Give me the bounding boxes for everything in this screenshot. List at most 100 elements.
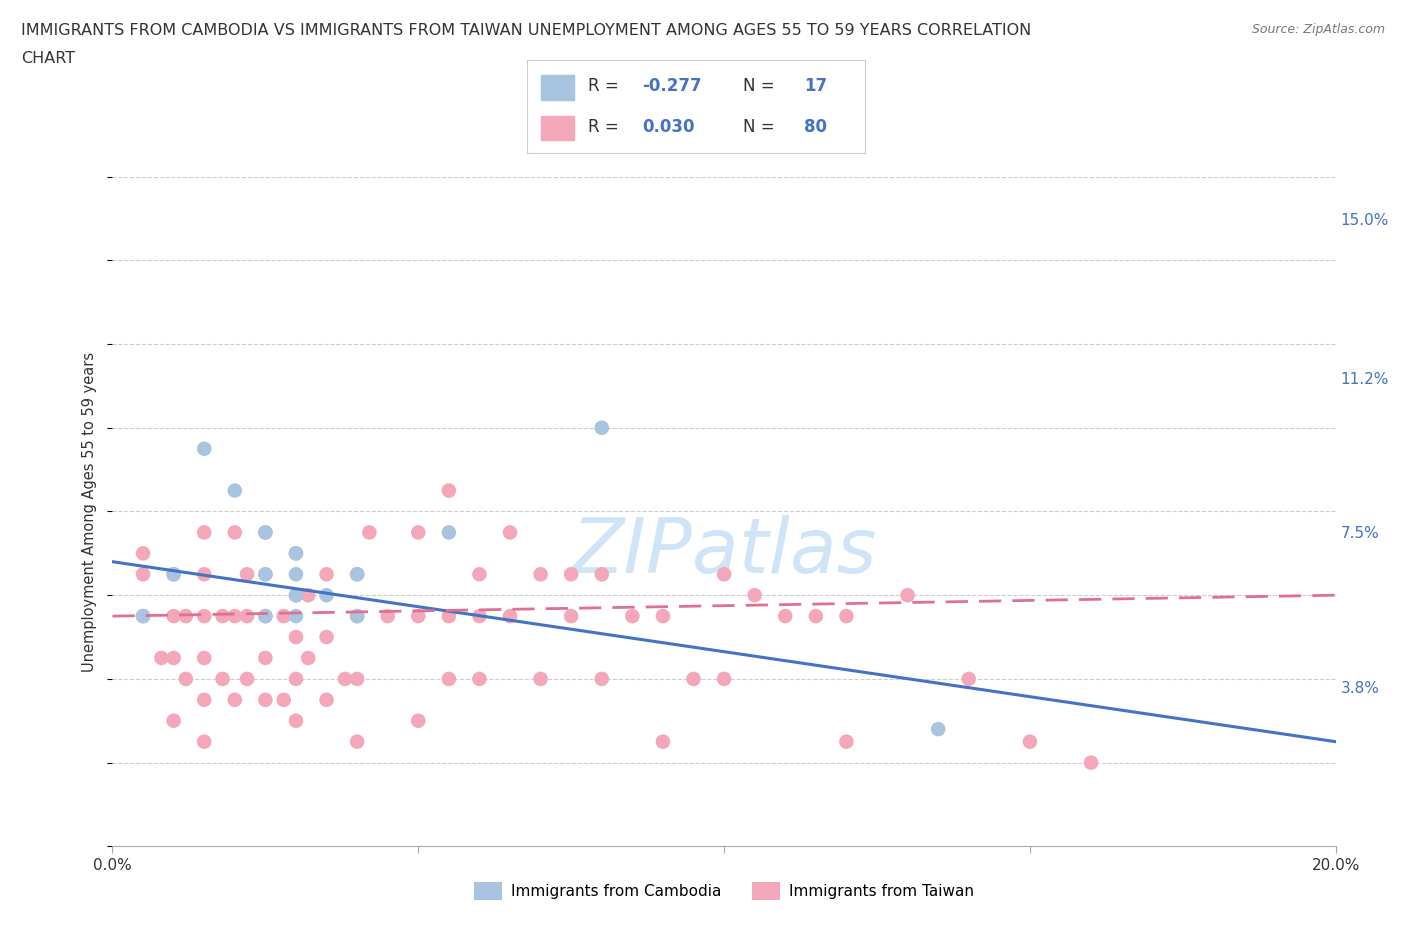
Point [530, 567, 553, 582]
Point [224, 692, 246, 708]
Point [652, 609, 675, 624]
Text: 17: 17 [804, 77, 827, 96]
Point [315, 630, 337, 644]
Point [652, 735, 675, 750]
Point [560, 609, 582, 624]
Point [346, 735, 368, 750]
Point [163, 567, 186, 582]
Point [254, 651, 277, 666]
Point [408, 525, 430, 540]
Point [468, 567, 491, 582]
Point [193, 609, 215, 624]
Legend: Immigrants from Cambodia, Immigrants from Taiwan: Immigrants from Cambodia, Immigrants fro… [468, 876, 980, 906]
Point [408, 713, 430, 728]
Point [468, 609, 491, 624]
Point [1018, 735, 1040, 750]
Point [254, 692, 277, 708]
Point [284, 630, 308, 644]
Point [713, 567, 735, 582]
Text: -0.277: -0.277 [643, 77, 702, 96]
Point [132, 546, 155, 561]
Point [315, 567, 337, 582]
Point [835, 609, 858, 624]
Text: N =: N = [744, 118, 780, 137]
Point [284, 713, 308, 728]
Point [775, 609, 797, 624]
Point [236, 671, 259, 686]
Point [437, 609, 460, 624]
Point [224, 484, 246, 498]
Point [682, 671, 704, 686]
Point [284, 588, 308, 603]
Point [284, 546, 308, 561]
Point [132, 609, 155, 624]
Point [897, 588, 920, 603]
Point [284, 588, 308, 603]
Point [346, 671, 368, 686]
Point [437, 484, 460, 498]
Point [193, 442, 215, 457]
Point [499, 525, 522, 540]
Point [297, 651, 319, 666]
Point [254, 525, 277, 540]
Point [254, 567, 277, 582]
Point [621, 609, 644, 624]
Point [273, 692, 295, 708]
Point [254, 609, 277, 624]
Point [468, 671, 491, 686]
Point [744, 588, 766, 603]
Point [174, 609, 197, 624]
Point [346, 567, 368, 582]
Bar [541, 116, 575, 140]
Point [346, 567, 368, 582]
Point [254, 609, 277, 624]
Point [150, 651, 173, 666]
Point [211, 671, 233, 686]
Text: 0.030: 0.030 [643, 118, 695, 137]
Point [560, 567, 582, 582]
Y-axis label: Unemployment Among Ages 55 to 59 years: Unemployment Among Ages 55 to 59 years [82, 352, 97, 671]
Text: IMMIGRANTS FROM CAMBODIA VS IMMIGRANTS FROM TAIWAN UNEMPLOYMENT AMONG AGES 55 TO: IMMIGRANTS FROM CAMBODIA VS IMMIGRANTS F… [21, 23, 1032, 38]
Point [315, 588, 337, 603]
Point [284, 671, 308, 686]
Point [273, 609, 295, 624]
Point [193, 692, 215, 708]
Point [804, 609, 827, 624]
Point [163, 567, 186, 582]
Text: R =: R = [588, 118, 624, 137]
Point [254, 567, 277, 582]
Point [236, 567, 259, 582]
Point [713, 671, 735, 686]
Point [333, 671, 356, 686]
Text: Source: ZipAtlas.com: Source: ZipAtlas.com [1251, 23, 1385, 36]
Point [499, 609, 522, 624]
Point [408, 609, 430, 624]
Text: CHART: CHART [21, 51, 75, 66]
Text: 80: 80 [804, 118, 827, 137]
Point [193, 525, 215, 540]
Point [591, 567, 613, 582]
Point [174, 671, 197, 686]
Text: ZIPatlas: ZIPatlas [571, 514, 877, 589]
Point [284, 546, 308, 561]
Point [254, 525, 277, 540]
Point [346, 609, 368, 624]
Point [315, 692, 337, 708]
Point [163, 609, 186, 624]
Point [284, 567, 308, 582]
Point [957, 671, 980, 686]
Bar [541, 75, 575, 100]
Point [437, 671, 460, 686]
Point [1080, 755, 1102, 770]
Point [284, 609, 308, 624]
Point [132, 567, 155, 582]
Point [193, 651, 215, 666]
Point [359, 525, 381, 540]
Point [346, 609, 368, 624]
Point [163, 651, 186, 666]
Point [193, 567, 215, 582]
Point [591, 671, 613, 686]
Point [297, 588, 319, 603]
Point [377, 609, 399, 624]
Point [193, 735, 215, 750]
